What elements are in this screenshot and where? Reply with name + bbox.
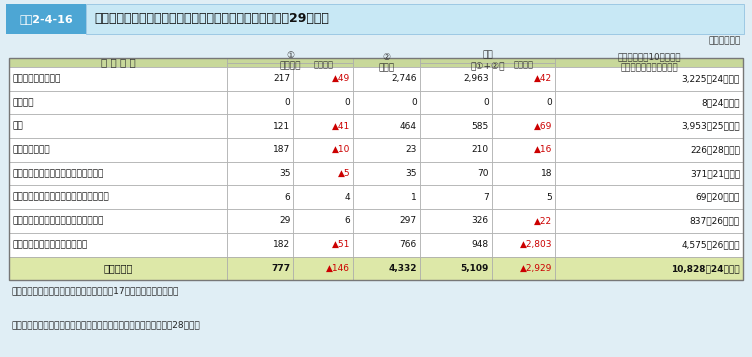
Text: 4,575（26年度）: 4,575（26年度） <box>681 240 740 249</box>
Text: 7: 7 <box>483 193 489 202</box>
Text: 4: 4 <box>344 193 350 202</box>
Text: 182: 182 <box>273 240 290 249</box>
Text: 公立学校教育職員に係る懲戒処分等の状況について（平成29年度）: 公立学校教育職員に係る懲戒処分等の状況について（平成29年度） <box>94 12 329 25</box>
Text: その他の服務違反等に係るもの: その他の服務違反等に係るもの <box>13 240 88 249</box>
Text: 8（24年度）: 8（24年度） <box>702 98 740 107</box>
Text: ▲69: ▲69 <box>534 122 552 131</box>
Text: 体罰: 体罰 <box>13 122 23 131</box>
Text: 585: 585 <box>472 122 489 131</box>
Text: ▲51: ▲51 <box>332 240 350 249</box>
Text: 合　　　計: 合 計 <box>103 263 132 273</box>
Text: 187: 187 <box>273 145 290 154</box>
Text: 326: 326 <box>472 216 489 226</box>
Text: 1: 1 <box>411 193 417 202</box>
Text: 前年度比: 前年度比 <box>514 60 533 69</box>
Text: 争議行為: 争議行為 <box>13 98 35 107</box>
Text: 23: 23 <box>405 145 417 154</box>
Text: （参考）最近10年間で最
も多かった件数（年度）: （参考）最近10年間で最 も多かった件数（年度） <box>617 52 681 72</box>
Text: 297: 297 <box>400 216 417 226</box>
Text: ▲22: ▲22 <box>534 216 552 226</box>
Text: ▲10: ▲10 <box>332 145 350 154</box>
Text: 217: 217 <box>273 74 290 83</box>
Text: 2,963: 2,963 <box>463 74 489 83</box>
Text: 766: 766 <box>399 240 417 249</box>
Text: 図表2-4-16: 図表2-4-16 <box>20 14 73 24</box>
Text: 3,953（25年度）: 3,953（25年度） <box>681 122 740 131</box>
Text: 0: 0 <box>547 98 552 107</box>
Text: ①
懲戒処分: ① 懲戒処分 <box>279 51 301 70</box>
Text: わいせつ行為等: わいせつ行為等 <box>13 145 50 154</box>
Text: ②
勧告等: ② 勧告等 <box>378 52 395 72</box>
Text: 交通違反・交通事故: 交通違反・交通事故 <box>13 74 61 83</box>
Text: 0: 0 <box>285 98 290 107</box>
Text: （注）個人情報の不適切な取扱いは，平成17年度から項目を設定。: （注）個人情報の不適切な取扱いは，平成17年度から項目を設定。 <box>11 286 179 296</box>
Text: ▲42: ▲42 <box>534 74 552 83</box>
Text: 777: 777 <box>271 264 290 273</box>
Text: 35: 35 <box>279 169 290 178</box>
Text: 18: 18 <box>541 169 552 178</box>
Text: 6: 6 <box>285 193 290 202</box>
Text: 837（26年度）: 837（26年度） <box>690 216 740 226</box>
Text: 210: 210 <box>472 145 489 154</box>
Text: 個人情報の不適切な取扱いに係るもの: 個人情報の不適切な取扱いに係るもの <box>13 216 105 226</box>
Text: 226（28年度）: 226（28年度） <box>690 145 740 154</box>
Text: 公費の不正執行又は手当等の不正受給: 公費の不正執行又は手当等の不正受給 <box>13 169 105 178</box>
Text: 69（20年度）: 69（20年度） <box>696 193 740 202</box>
Text: 0: 0 <box>344 98 350 107</box>
Text: 3,225（24年度）: 3,225（24年度） <box>682 74 740 83</box>
Text: 10,828（24年度）: 10,828（24年度） <box>672 264 740 273</box>
Text: ▲16: ▲16 <box>534 145 552 154</box>
Text: ▲5: ▲5 <box>338 169 350 178</box>
Text: （出典）文部科学省「公立学校教職員の人事行政状況調査」（平成28年度）: （出典）文部科学省「公立学校教職員の人事行政状況調査」（平成28年度） <box>11 320 200 330</box>
Text: 4,332: 4,332 <box>388 264 417 273</box>
Text: 121: 121 <box>273 122 290 131</box>
Text: ▲41: ▲41 <box>332 122 350 131</box>
Text: 948: 948 <box>472 240 489 249</box>
Text: ▲49: ▲49 <box>332 74 350 83</box>
Text: 371（21年度）: 371（21年度） <box>690 169 740 178</box>
Text: 29: 29 <box>279 216 290 226</box>
Text: （単位：人）: （単位：人） <box>708 36 741 46</box>
Text: ▲2,803: ▲2,803 <box>520 240 552 249</box>
Text: 0: 0 <box>483 98 489 107</box>
Text: 2,746: 2,746 <box>391 74 417 83</box>
Text: 処 分 事 由: 処 分 事 由 <box>101 57 135 67</box>
Text: 0: 0 <box>411 98 417 107</box>
Text: 合計
（①+②）: 合計 （①+②） <box>470 51 505 70</box>
Text: 前年度比: 前年度比 <box>314 60 333 69</box>
Text: 70: 70 <box>478 169 489 178</box>
Text: 5,109: 5,109 <box>460 264 489 273</box>
Text: 35: 35 <box>405 169 417 178</box>
Text: ▲146: ▲146 <box>326 264 350 273</box>
Text: 464: 464 <box>400 122 417 131</box>
Text: 5: 5 <box>547 193 552 202</box>
Text: 6: 6 <box>344 216 350 226</box>
Text: ▲2,929: ▲2,929 <box>520 264 552 273</box>
Text: 国旗掲揚・国歌斉唱の取扱いに係るもの: 国旗掲揚・国歌斉唱の取扱いに係るもの <box>13 193 110 202</box>
